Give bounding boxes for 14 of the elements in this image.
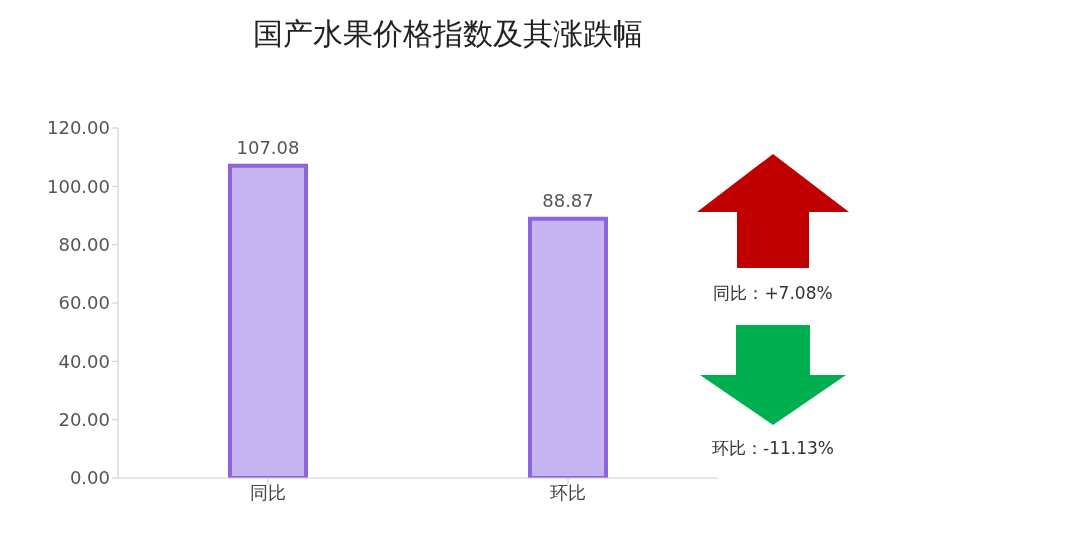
y-tick-label: 40.00 (58, 350, 110, 372)
y-tick-label: 0.00 (69, 467, 110, 489)
chart-title: 国产水果价格指数及其涨跌幅 (252, 15, 644, 53)
y-tick-label: 80.00 (58, 234, 110, 256)
y-tick-label: 60.00 (58, 292, 110, 314)
annotation: 环比：-11.13% (712, 437, 834, 460)
x-tick-label: 同比 (250, 481, 286, 503)
y-tick-label: 20.00 (58, 409, 110, 431)
x-tick-label: 环比 (550, 481, 586, 503)
y-tick-label: 100.00 (47, 175, 110, 197)
y-tick-label: 120.00 (47, 117, 110, 139)
annotation: 同比：+7.08% (713, 282, 833, 305)
data-label: 88.87 (542, 189, 594, 211)
data-label: 107.08 (236, 136, 300, 158)
